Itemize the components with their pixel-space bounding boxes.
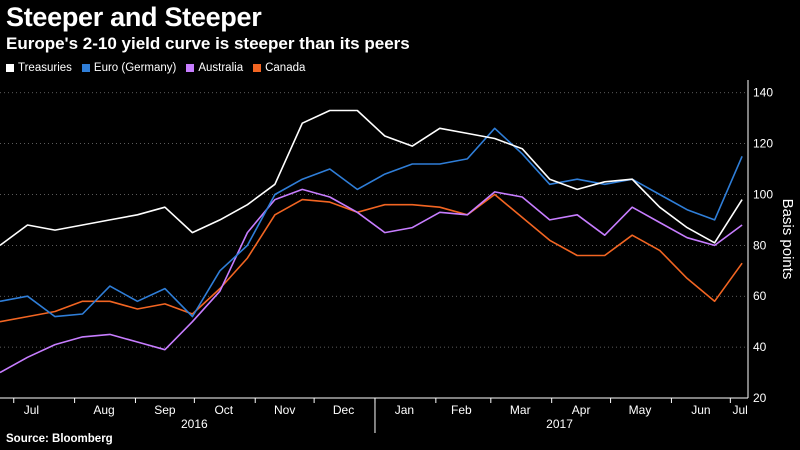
month-label: May (629, 403, 652, 417)
y-tick-label: 80 (753, 238, 767, 252)
legend-item-treasuries: Treasuries (6, 62, 72, 74)
month-label: Aug (93, 403, 114, 417)
legend-item-euro: Euro (Germany) (81, 62, 177, 74)
y-tick-label: 20 (753, 391, 767, 405)
y-tick-label: 100 (753, 187, 773, 201)
series-line-treasuries (0, 109, 743, 247)
series-line-euro-germany (0, 127, 743, 318)
month-label: Apr (572, 403, 591, 417)
legend-item-canada: Canada (253, 62, 305, 74)
month-label: Nov (274, 403, 295, 417)
chart-subtitle: Europe's 2-10 yield curve is steeper tha… (6, 34, 410, 53)
month-label: Jan (395, 403, 414, 417)
legend-swatch-treasuries (6, 64, 14, 72)
y-tick-label: 60 (753, 289, 767, 303)
legend-swatch-canada (253, 64, 262, 72)
month-label: Feb (451, 403, 472, 417)
y-axis-title: Basis points (779, 199, 796, 280)
month-label: Jul (732, 403, 747, 417)
legend: Treasuries Euro (Germany) Australia Cana… (6, 62, 305, 74)
month-label: Sep (154, 403, 176, 417)
legend-label: Australia (198, 62, 244, 74)
month-label: Mar (510, 403, 531, 417)
year-label: 2016 (181, 417, 208, 431)
year-label: 2017 (546, 417, 573, 431)
legend-label: Euro (Germany) (93, 62, 177, 74)
legend-label: Canada (265, 62, 306, 74)
month-label: Jun (691, 403, 710, 417)
series-line-australia (0, 188, 743, 374)
y-tick-label: 140 (753, 86, 773, 100)
legend-swatch-euro (81, 64, 90, 72)
series-line-canada (0, 193, 743, 323)
legend-label: Treasuries (18, 62, 72, 74)
legend-swatch-australia (186, 64, 195, 72)
month-label: Jul (24, 403, 39, 417)
month-label: Dec (333, 403, 354, 417)
y-tick-label: 40 (753, 340, 767, 354)
y-tick-label: 120 (753, 137, 773, 151)
chart-title: Steeper and Steeper (6, 2, 262, 32)
source-note: Source: Bloomberg (6, 433, 113, 445)
month-label: Oct (214, 403, 233, 417)
legend-item-australia: Australia (186, 62, 243, 74)
